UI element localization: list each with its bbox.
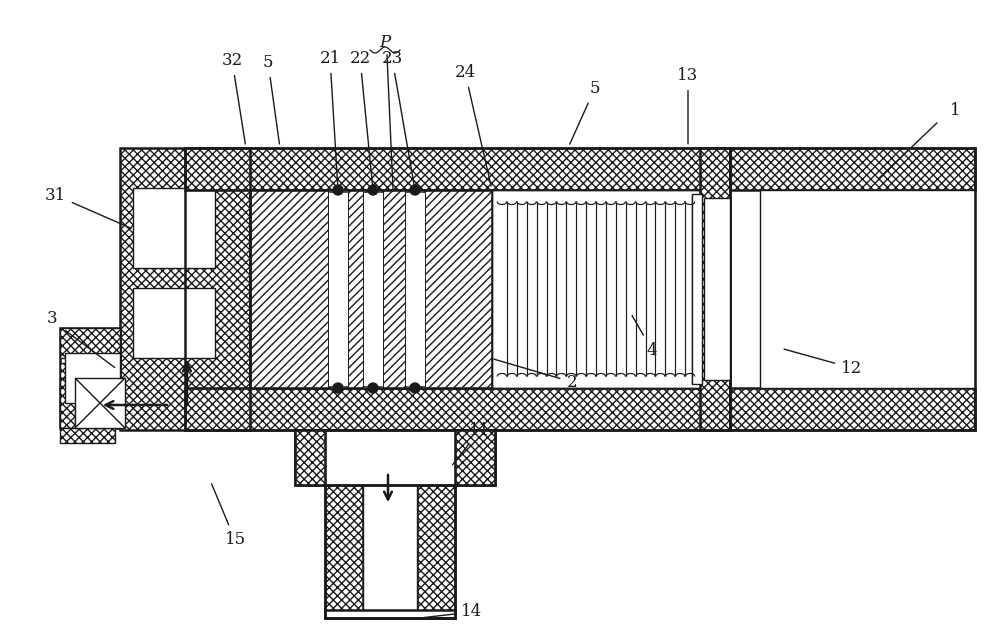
Text: 5: 5 [570,80,600,144]
Circle shape [410,185,420,195]
Bar [60,363,115,378]
Bar [704,198,730,380]
Circle shape [333,185,343,195]
Text: 4: 4 [632,315,657,359]
Bar [60,328,120,358]
Bar [133,188,215,268]
Text: 23: 23 [381,50,414,186]
Bar [325,430,455,618]
Bar [700,148,730,430]
Bar [133,288,215,358]
Bar [295,430,495,485]
Text: 13: 13 [677,66,699,144]
Bar [250,190,492,388]
Bar [363,192,383,386]
Bar [730,388,975,430]
Circle shape [410,383,420,393]
Text: 12: 12 [784,349,863,376]
Circle shape [333,383,343,393]
Bar [325,430,363,618]
Bar [120,148,250,430]
Bar [295,430,495,485]
Bar [60,328,120,428]
Bar [185,388,730,430]
Bar [692,194,702,384]
Bar [492,190,700,388]
Text: 2: 2 [494,359,577,390]
Bar [60,428,115,443]
Text: 31: 31 [44,187,131,228]
Text: 5: 5 [263,54,279,144]
Bar [60,398,120,428]
Circle shape [368,383,378,393]
Text: 15: 15 [212,484,246,548]
Bar [405,192,425,386]
Bar [417,430,455,618]
Bar [325,610,455,618]
Bar [75,378,125,428]
Bar [730,148,975,430]
Bar [65,353,120,403]
Text: 24: 24 [454,64,491,186]
Bar [185,148,730,190]
Text: 14: 14 [424,603,483,620]
Text: 22: 22 [349,50,373,186]
Bar [185,148,730,430]
Bar [295,430,325,485]
Text: 21: 21 [319,50,341,186]
Text: 32: 32 [221,52,245,144]
Bar [328,192,348,386]
Bar [730,148,975,190]
Bar [455,430,495,485]
Bar [760,190,975,388]
Circle shape [368,185,378,195]
Text: 11: 11 [453,422,491,465]
Text: P: P [379,34,391,50]
Text: 1: 1 [950,101,960,118]
Bar [363,430,417,618]
Text: 3: 3 [47,310,57,327]
Bar [60,378,75,428]
